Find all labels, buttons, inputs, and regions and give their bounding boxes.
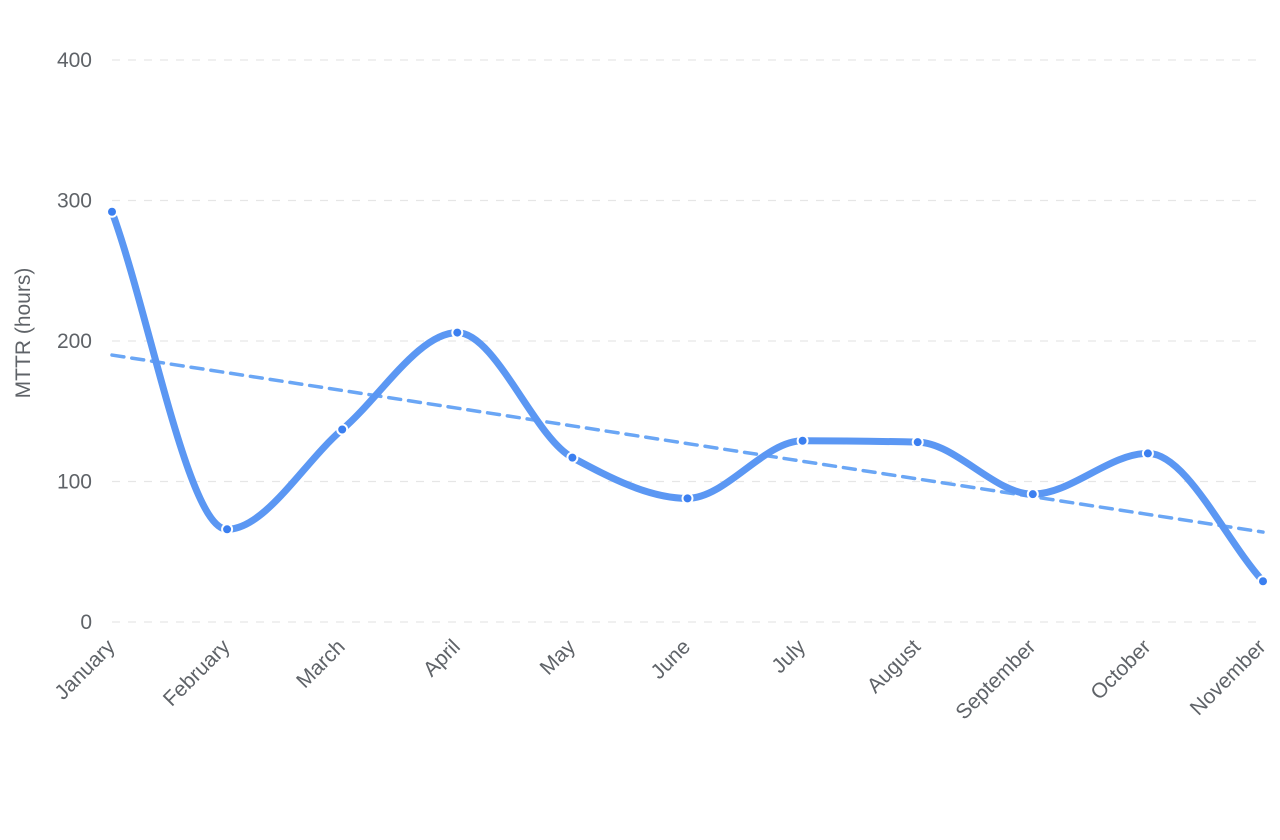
marker-layer <box>106 205 1269 588</box>
data-point[interactable] <box>106 205 118 218</box>
data-point[interactable] <box>681 492 694 505</box>
x-tick-label: May <box>536 635 581 680</box>
y-axis-ticks: 0 100 200 300 400 <box>57 49 92 634</box>
series-layer <box>108 208 1267 585</box>
data-point[interactable] <box>1026 488 1039 501</box>
x-tick-label: February <box>159 635 235 711</box>
x-axis-ticks: January February March April May June July Augu… <box>50 635 1270 724</box>
x-tick-label: March <box>292 635 350 693</box>
x-tick-label: September <box>951 635 1040 724</box>
grid-layer <box>112 59 1258 623</box>
x-tick-label: April <box>419 635 465 681</box>
trend-line <box>110 353 1265 534</box>
data-point[interactable] <box>451 326 464 339</box>
y-axis-title: MTTR (hours) <box>12 268 35 399</box>
trend-layer <box>110 353 1265 534</box>
x-tick-label: August <box>863 635 926 698</box>
series-line <box>108 208 1267 585</box>
data-point[interactable] <box>336 423 349 436</box>
data-point[interactable] <box>1257 575 1269 588</box>
y-tick-label: 100 <box>57 471 92 494</box>
y-tick-label: 300 <box>57 190 92 213</box>
data-point[interactable] <box>221 523 234 536</box>
x-tick-label: June <box>647 635 695 683</box>
x-tick-label: October <box>1086 635 1155 704</box>
x-tick-label: January <box>50 635 119 704</box>
data-point[interactable] <box>566 451 579 464</box>
y-tick-label: 200 <box>57 330 92 353</box>
data-point[interactable] <box>1141 447 1154 460</box>
y-tick-label: 0 <box>80 611 92 634</box>
data-point[interactable] <box>911 436 924 449</box>
x-tick-label: November <box>1186 635 1271 720</box>
data-point[interactable] <box>796 434 809 447</box>
x-tick-label: July <box>767 635 810 678</box>
y-tick-label: 400 <box>57 49 92 72</box>
